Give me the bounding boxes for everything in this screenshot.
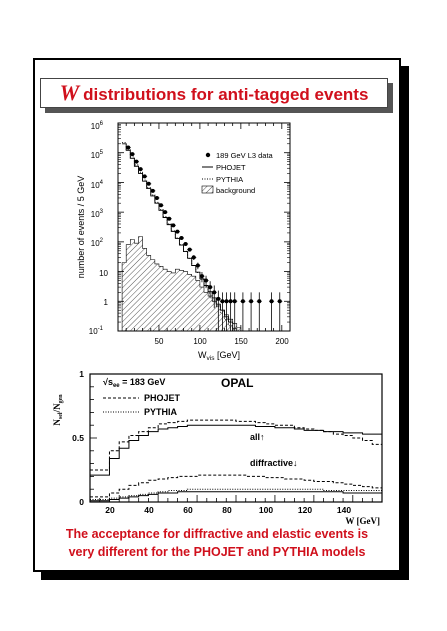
xtick-label-50: 50 bbox=[155, 337, 164, 346]
acceptance-lines bbox=[90, 419, 382, 502]
xtick-label-80: 80 bbox=[222, 505, 232, 515]
data-point bbox=[138, 167, 143, 172]
y-axis-label: number of events / 5 GeV bbox=[76, 176, 86, 279]
pythia-diffractive-curve bbox=[90, 491, 382, 502]
xtick-label-100: 100 bbox=[193, 337, 207, 346]
data-point bbox=[159, 203, 163, 208]
data-point bbox=[232, 299, 237, 304]
data-point bbox=[224, 299, 229, 304]
data-point bbox=[171, 223, 176, 228]
data-point bbox=[228, 299, 233, 304]
phojet-diffractive-curve bbox=[90, 474, 382, 498]
data-point bbox=[204, 278, 209, 283]
ytick-label-2: 1 bbox=[104, 298, 109, 307]
x-axis-label: Wvis [GeV] bbox=[198, 350, 240, 362]
legend-label-phojet-2: PHOJET bbox=[144, 393, 181, 403]
axis-ticks-2 bbox=[90, 373, 373, 503]
legend-marker-data bbox=[205, 152, 211, 158]
data-point bbox=[150, 188, 155, 193]
data-point bbox=[130, 152, 135, 157]
data-point bbox=[269, 299, 274, 304]
data-point bbox=[183, 241, 188, 246]
phojet-all-curve bbox=[90, 419, 382, 471]
data-point bbox=[191, 255, 196, 260]
data-point bbox=[249, 299, 254, 304]
x-axis-label-2: W [GeV] bbox=[345, 516, 380, 526]
ytick-label-8: 106 bbox=[91, 121, 104, 131]
pythia-histogram bbox=[122, 142, 241, 332]
sqrt-s-label: √see = 183 GeV bbox=[103, 377, 165, 389]
legend-label-phojet: PHOJET bbox=[216, 163, 246, 172]
caption-line-1: The acceptance for diffractive and elast… bbox=[65, 527, 369, 541]
legend-label-pythia-2: PYTHIA bbox=[144, 407, 178, 417]
data-point bbox=[167, 216, 172, 221]
ytick-label-0: 0 bbox=[79, 497, 84, 507]
data-point bbox=[187, 247, 192, 252]
data-point bbox=[257, 299, 262, 304]
xtick-label-200: 200 bbox=[275, 337, 289, 346]
ytick-label-7: 105 bbox=[91, 150, 104, 160]
xtick-label-20: 20 bbox=[105, 505, 115, 515]
data-point bbox=[208, 285, 213, 290]
plot-area-frame bbox=[117, 122, 291, 332]
title-text: distributions for anti-tagged events bbox=[83, 85, 369, 104]
data-point bbox=[126, 145, 131, 150]
legend-swatch-background bbox=[201, 185, 214, 194]
legend: 189 GeV L3 data PHOJET PYTHIA background bbox=[201, 151, 274, 195]
ytick-label-6: 104 bbox=[91, 180, 104, 190]
legend-label-background: background bbox=[216, 186, 255, 195]
ytick-label-4: 102 bbox=[91, 238, 104, 248]
acceptance-chart: √see = 183 GeV OPAL PHOJET PYTHIA all↑ d… bbox=[52, 369, 383, 526]
ytick-label-1-0: 1 bbox=[79, 369, 84, 379]
data-point bbox=[216, 296, 221, 301]
data-point bbox=[212, 290, 217, 295]
y-axis-label-2: Nsel/Ngen bbox=[52, 394, 64, 426]
ytick-label-3: 10 bbox=[99, 269, 108, 278]
title-symbol: W bbox=[59, 80, 80, 105]
data-point bbox=[179, 235, 184, 240]
pythia-all-curve bbox=[90, 424, 382, 476]
data-point bbox=[240, 299, 245, 304]
data-point bbox=[220, 299, 225, 304]
xtick-label-60: 60 bbox=[183, 505, 193, 515]
legend-label-data: 189 GeV L3 data bbox=[216, 151, 274, 160]
data-point bbox=[277, 299, 282, 304]
all-label: all↑ bbox=[250, 432, 265, 442]
data-point bbox=[163, 210, 168, 215]
data-point bbox=[146, 181, 151, 186]
xtick-label-150: 150 bbox=[234, 337, 248, 346]
experiment-label: OPAL bbox=[221, 376, 253, 390]
data-point bbox=[195, 263, 200, 268]
xtick-label-120: 120 bbox=[298, 505, 312, 515]
diffractive-label: diffractive↓ bbox=[250, 458, 298, 468]
ytick-label-5: 103 bbox=[91, 209, 104, 219]
data-points-layer bbox=[125, 145, 283, 331]
data-point bbox=[154, 195, 159, 200]
ytick-label-1: 10-1 bbox=[89, 326, 104, 336]
data-point bbox=[199, 274, 204, 279]
legend-label-pythia: PYTHIA bbox=[216, 175, 243, 184]
xtick-label-40: 40 bbox=[144, 505, 154, 515]
xtick-label-140: 140 bbox=[337, 505, 351, 515]
data-point bbox=[142, 174, 147, 179]
xtick-label-100-2: 100 bbox=[259, 505, 273, 515]
caption-line-2: very different for the PHOJET and PYTHIA… bbox=[68, 545, 366, 559]
ytick-label-0-5: 0.5 bbox=[72, 433, 84, 443]
wvis-histogram-chart: 189 GeV L3 data PHOJET PYTHIA background… bbox=[76, 121, 291, 362]
axis-ticks bbox=[118, 122, 290, 332]
data-point bbox=[175, 229, 180, 234]
background-histogram bbox=[121, 236, 242, 332]
histogram-layer bbox=[121, 142, 242, 332]
data-point bbox=[134, 159, 139, 164]
